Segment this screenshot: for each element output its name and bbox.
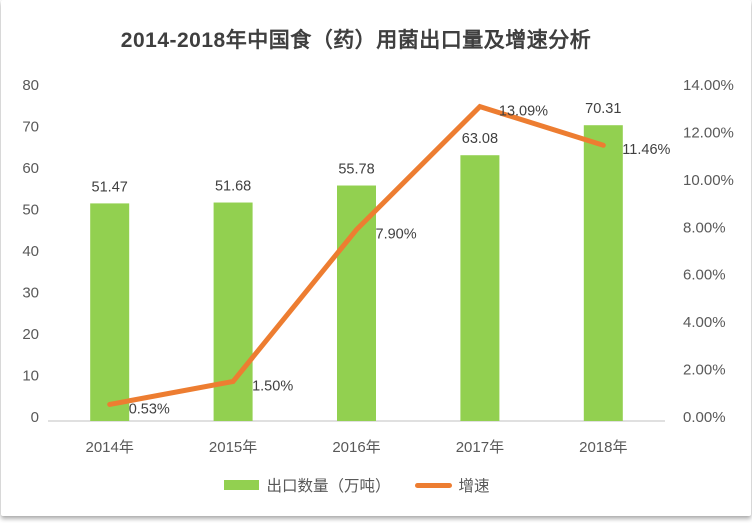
line-value-label: 11.46% <box>622 142 670 158</box>
right-axis-tick-label: 0.00% <box>683 409 726 426</box>
legend-label-growth-rate: 增速 <box>458 478 490 495</box>
left-axis-tick-label: 0 <box>31 409 39 426</box>
bar-value-label: 51.68 <box>215 179 251 195</box>
right-axis-tick-label: 6.00% <box>683 267 726 284</box>
export-volume-bar <box>460 155 500 421</box>
right-axis-tick-label: 8.00% <box>683 219 726 236</box>
line-value-label: 0.53% <box>129 401 170 417</box>
x-axis-category-label: 2016年 <box>332 439 380 456</box>
growth-rate-line <box>107 103 606 407</box>
line-value-label: 7.90% <box>376 227 417 243</box>
bar-value-label: 63.08 <box>462 131 498 147</box>
x-axis-category-label: 2014年 <box>86 439 134 456</box>
left-axis-tick-label: 20 <box>22 326 39 343</box>
bar-value-label: 70.31 <box>585 101 621 117</box>
line-value-label: 1.50% <box>252 378 293 394</box>
right-axis-tick-label: 4.00% <box>683 314 726 331</box>
line-value-label: 13.09% <box>499 104 548 120</box>
bar-series-swatch <box>224 480 260 490</box>
x-axis-category-label: 2017年 <box>456 439 504 456</box>
legend-item-growth-rate: 增速 <box>414 474 490 496</box>
legend-item-export-volume: 出口数量（万吨） <box>224 474 391 496</box>
x-axis-category-label: 2018年 <box>579 439 627 456</box>
left-axis-tick-label: 70 <box>22 119 39 136</box>
right-axis-tick-label: 10.00% <box>683 172 734 189</box>
export-volume-bar <box>337 185 376 421</box>
bar-value-label: 51.47 <box>92 179 128 195</box>
chart-title: 2014-2018年中国食（药）用菌出口量及增速分析 <box>120 29 592 52</box>
left-axis-tick-label: 80 <box>22 77 39 94</box>
left-axis-tick-label: 50 <box>22 202 39 219</box>
left-axis-tick-label: 30 <box>22 285 39 302</box>
right-axis-tick-label: 12.00% <box>683 124 734 141</box>
export-volume-bar <box>583 125 623 421</box>
right-axis-tick-label: 14.00% <box>683 77 734 94</box>
export-volume-bar <box>213 202 253 421</box>
left-axis-tick-label: 60 <box>22 160 39 177</box>
x-axis-category-label: 2015年 <box>209 439 257 456</box>
line-series-swatch <box>414 482 452 488</box>
bar-value-label: 55.78 <box>338 162 374 178</box>
left-axis-tick-label: 10 <box>22 368 39 385</box>
legend-label-export-volume: 出口数量（万吨） <box>266 478 391 495</box>
left-axis-tick-label: 40 <box>22 243 39 260</box>
right-axis-tick-label: 2.00% <box>683 362 726 379</box>
export-volume-bar <box>90 203 130 421</box>
legend: 出口数量（万吨） 增速 <box>1 474 713 496</box>
